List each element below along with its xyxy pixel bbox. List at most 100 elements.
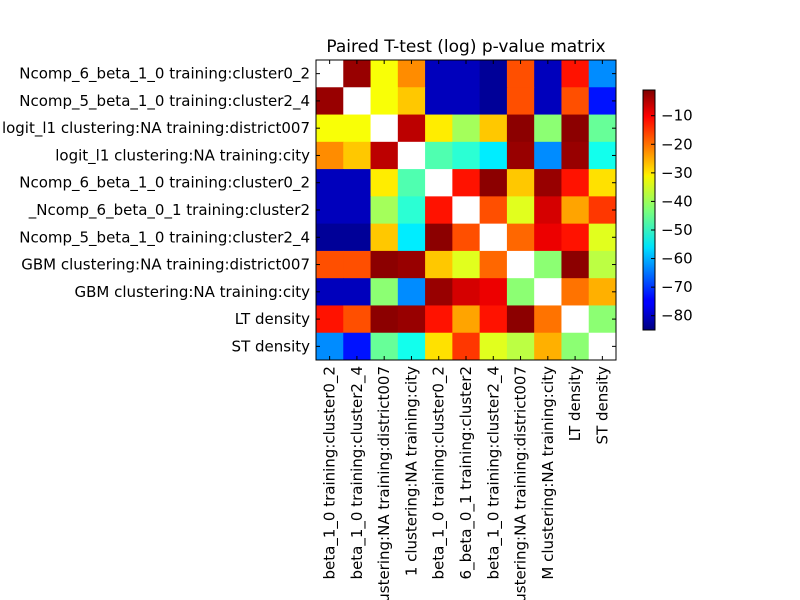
heatmap-cell	[425, 87, 453, 116]
heatmap-cell	[316, 250, 344, 279]
heatmap-cell	[370, 278, 399, 306]
heatmap-cell	[343, 332, 372, 361]
heatmap-cell	[506, 305, 535, 334]
heatmap-cell	[479, 60, 508, 88]
colorbar-tick-label: −50	[661, 221, 693, 239]
row-tick-label: LT density	[235, 310, 310, 328]
colorbar-tick-label: −40	[661, 192, 693, 210]
heatmap-cell	[561, 169, 590, 197]
column-tick-label: beta_1_0 training:cluster2_4	[484, 366, 503, 579]
colorbar-tick-label: −30	[661, 164, 693, 182]
heatmap-cell	[479, 114, 508, 143]
heatmap-cell	[397, 60, 426, 88]
heatmap-cell	[479, 87, 508, 116]
heatmap-cell	[561, 60, 590, 88]
heatmap-cell	[479, 169, 508, 197]
heatmap-cell	[479, 141, 508, 170]
heatmap-cell	[534, 141, 562, 170]
heatmap-cell	[316, 114, 344, 143]
heatmap-cell	[588, 141, 617, 170]
heatmap-cell	[479, 250, 508, 279]
heatmap-cell	[452, 114, 481, 143]
column-tick-label: beta_1_0 training:cluster0_2	[321, 366, 340, 579]
colorbar-gradient	[642, 89, 656, 331]
heatmap-cell	[506, 278, 535, 306]
heatmap-cell	[506, 87, 535, 116]
heatmap-cell	[397, 305, 426, 334]
column-tick-label: clustering:NA training:district007	[512, 366, 530, 600]
heatmap-cell	[506, 332, 535, 361]
heatmap-cell	[452, 87, 481, 116]
heatmap-cell	[452, 332, 481, 361]
heatmap-cell	[452, 60, 481, 88]
row-tick-label: logit_l1 clustering:NA training:district…	[2, 119, 310, 138]
heatmap-cell	[561, 305, 590, 334]
heatmap-cell	[370, 305, 399, 334]
column-tick-label: beta_1_0 training:cluster2_4	[348, 366, 367, 579]
heatmap-cell	[561, 250, 590, 279]
heatmap-cell	[316, 87, 344, 116]
heatmap-cell	[506, 114, 535, 143]
heatmap-cell	[397, 196, 426, 225]
heatmap-cell	[343, 87, 372, 116]
column-tick-label: M clustering:NA training:city	[539, 366, 557, 580]
heatmap-cell	[397, 169, 426, 197]
heatmap-cell	[316, 332, 344, 361]
heatmap-cell	[561, 196, 590, 225]
heatmap-cell	[343, 141, 372, 170]
row-tick-label: GBM clustering:NA training:city	[75, 283, 311, 301]
row-tick-label: _Ncomp_6_beta_0_1 training:cluster2	[28, 201, 310, 220]
heatmap-cell	[479, 332, 508, 361]
heatmap-cell	[452, 196, 481, 225]
heatmap-cell	[534, 305, 562, 334]
heatmap-cell	[479, 305, 508, 334]
heatmap-cell	[343, 250, 372, 279]
heatmap-cell	[370, 87, 399, 116]
colorbar-tick-label: −20	[661, 135, 693, 153]
row-tick-label: logit_l1 clustering:NA training:city	[55, 146, 310, 165]
heatmap-cell	[397, 332, 426, 361]
heatmap-cell	[370, 196, 399, 225]
heatmap-cell	[316, 223, 344, 252]
heatmap-cell	[534, 250, 562, 279]
heatmap-cell	[588, 114, 617, 143]
chart-title: Paired T-test (log) p-value matrix	[326, 37, 605, 57]
heatmap-cell	[479, 278, 508, 306]
heatmap-cell	[370, 250, 399, 279]
heatmap-cell	[343, 305, 372, 334]
heatmap-cell	[425, 60, 453, 88]
heatmap-cell	[506, 60, 535, 88]
colorbar-ticks: −10 −20 −30 −40 −50 −60 −70 −80	[651, 107, 693, 325]
heatmap-cell	[506, 250, 535, 279]
heatmap-cell	[534, 223, 562, 252]
heatmap-cell	[397, 141, 426, 170]
heatmap-cell	[370, 141, 399, 170]
heatmap-cell	[561, 87, 590, 116]
colorbar-tick-label: −80	[661, 307, 693, 325]
heatmap-cell	[397, 250, 426, 279]
heatmap-cell	[370, 223, 399, 252]
heatmap-cell	[561, 141, 590, 170]
heatmap-cell	[452, 305, 481, 334]
heatmap-cell	[370, 169, 399, 197]
heatmap-cell	[561, 278, 590, 306]
heatmap-cell	[534, 87, 562, 116]
heatmap-cell	[397, 114, 426, 143]
heatmap-cells	[316, 60, 617, 361]
heatmap-cell	[452, 223, 481, 252]
heatmap-cell	[588, 332, 617, 361]
heatmap-cell	[506, 223, 535, 252]
heatmap-cell	[479, 196, 508, 225]
colorbar: −10 −20 −30 −40 −50 −60 −70 −80	[642, 89, 693, 331]
row-tick-label: Ncomp_5_beta_1_0 training:cluster2_4	[19, 92, 310, 111]
row-tick-label: GBM clustering:NA training:district007	[21, 256, 310, 274]
heatmap-cell	[588, 278, 617, 306]
row-tick-label: Ncomp_6_beta_1_0 training:cluster0_2	[19, 65, 310, 84]
column-tick-label: 1 clustering:NA training:city	[402, 366, 420, 576]
heatmap-cell	[479, 223, 508, 252]
heatmap-cell	[534, 169, 562, 197]
heatmap-cell	[343, 223, 372, 252]
heatmap-cell	[588, 169, 617, 197]
heatmap-cell	[425, 278, 453, 306]
